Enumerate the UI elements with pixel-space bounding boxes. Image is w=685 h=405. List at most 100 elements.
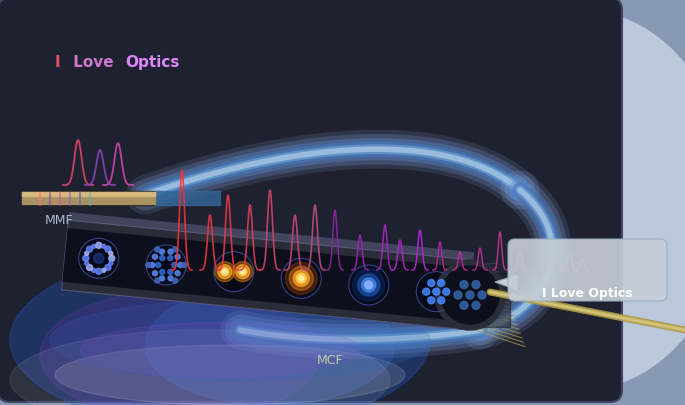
Circle shape xyxy=(233,262,253,281)
Circle shape xyxy=(86,246,92,252)
Circle shape xyxy=(83,255,89,261)
Circle shape xyxy=(105,264,111,271)
Circle shape xyxy=(240,270,245,274)
Ellipse shape xyxy=(488,23,685,377)
Ellipse shape xyxy=(430,10,685,390)
Circle shape xyxy=(96,269,102,274)
Circle shape xyxy=(466,291,474,299)
Circle shape xyxy=(472,301,480,309)
Ellipse shape xyxy=(469,19,685,382)
Text: MMF: MMF xyxy=(45,213,73,226)
Polygon shape xyxy=(68,212,474,260)
Circle shape xyxy=(153,254,158,259)
Circle shape xyxy=(296,273,306,283)
Circle shape xyxy=(460,301,468,309)
Circle shape xyxy=(155,278,160,283)
Ellipse shape xyxy=(467,18,685,382)
Circle shape xyxy=(79,238,119,278)
Ellipse shape xyxy=(495,25,685,375)
Circle shape xyxy=(362,278,376,292)
Circle shape xyxy=(175,271,180,276)
Circle shape xyxy=(478,291,486,299)
Ellipse shape xyxy=(437,12,685,388)
Ellipse shape xyxy=(465,18,685,382)
Ellipse shape xyxy=(462,17,685,383)
Circle shape xyxy=(441,266,499,324)
Ellipse shape xyxy=(464,17,685,382)
Ellipse shape xyxy=(474,20,685,380)
Circle shape xyxy=(182,262,187,267)
Circle shape xyxy=(160,269,165,275)
Ellipse shape xyxy=(80,322,360,377)
Circle shape xyxy=(299,276,303,281)
Circle shape xyxy=(221,268,229,276)
Text: I: I xyxy=(55,55,61,70)
Ellipse shape xyxy=(436,11,685,389)
FancyBboxPatch shape xyxy=(0,0,622,402)
Ellipse shape xyxy=(493,24,685,376)
Circle shape xyxy=(102,244,105,248)
Ellipse shape xyxy=(444,13,685,387)
Circle shape xyxy=(86,264,92,271)
Ellipse shape xyxy=(441,13,685,388)
Ellipse shape xyxy=(497,25,685,375)
Circle shape xyxy=(85,252,89,256)
Ellipse shape xyxy=(433,11,685,389)
Ellipse shape xyxy=(457,16,685,384)
Ellipse shape xyxy=(477,20,685,379)
Circle shape xyxy=(236,264,250,279)
Circle shape xyxy=(94,254,103,263)
Circle shape xyxy=(454,291,462,299)
Ellipse shape xyxy=(10,250,430,405)
Ellipse shape xyxy=(10,330,390,405)
Ellipse shape xyxy=(458,16,685,384)
Circle shape xyxy=(416,272,456,312)
Ellipse shape xyxy=(451,15,685,385)
Text: I Love Optics: I Love Optics xyxy=(543,288,633,301)
Circle shape xyxy=(92,244,96,248)
Polygon shape xyxy=(62,228,473,322)
Circle shape xyxy=(173,247,177,252)
Text: MCF: MCF xyxy=(316,354,343,367)
Ellipse shape xyxy=(50,300,430,380)
Circle shape xyxy=(282,258,321,298)
Circle shape xyxy=(150,262,155,267)
Circle shape xyxy=(85,261,89,265)
Circle shape xyxy=(109,252,113,256)
Circle shape xyxy=(472,281,480,289)
Text: Love: Love xyxy=(68,55,119,70)
Circle shape xyxy=(160,256,165,260)
Circle shape xyxy=(96,242,102,248)
Circle shape xyxy=(427,279,435,286)
Ellipse shape xyxy=(453,15,685,385)
Circle shape xyxy=(223,270,227,274)
Circle shape xyxy=(109,261,113,265)
Circle shape xyxy=(443,288,450,295)
Ellipse shape xyxy=(479,21,685,379)
Circle shape xyxy=(168,269,173,275)
Circle shape xyxy=(215,262,235,281)
Ellipse shape xyxy=(447,14,685,386)
Ellipse shape xyxy=(450,15,685,386)
Circle shape xyxy=(109,255,115,261)
Circle shape xyxy=(168,249,173,254)
Circle shape xyxy=(92,269,96,272)
Circle shape xyxy=(353,269,385,301)
Circle shape xyxy=(423,288,429,295)
Circle shape xyxy=(293,270,309,286)
Ellipse shape xyxy=(434,11,685,389)
Ellipse shape xyxy=(481,21,685,379)
Circle shape xyxy=(358,274,379,296)
Ellipse shape xyxy=(445,13,685,386)
Ellipse shape xyxy=(145,285,395,405)
Ellipse shape xyxy=(443,13,685,387)
Circle shape xyxy=(438,297,445,304)
Circle shape xyxy=(160,276,164,281)
Ellipse shape xyxy=(438,12,685,388)
Circle shape xyxy=(364,281,373,289)
Circle shape xyxy=(155,247,160,252)
Circle shape xyxy=(168,276,173,281)
Circle shape xyxy=(102,269,105,272)
Ellipse shape xyxy=(55,345,405,405)
Ellipse shape xyxy=(470,19,685,381)
